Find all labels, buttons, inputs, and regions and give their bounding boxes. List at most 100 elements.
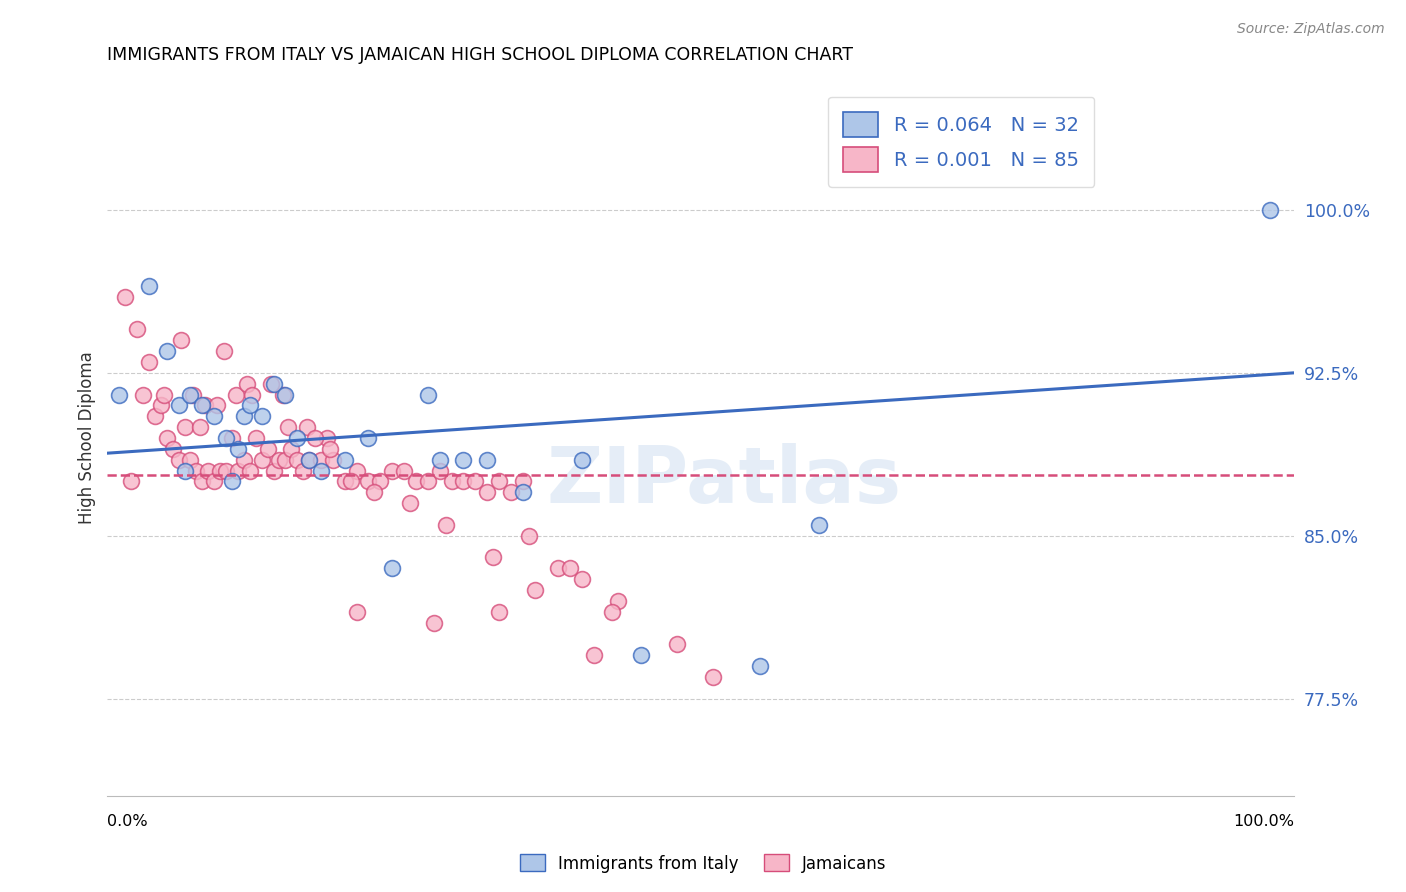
Point xyxy=(523,582,546,597)
Point xyxy=(316,431,339,445)
Point xyxy=(173,420,195,434)
Point xyxy=(280,442,302,456)
Point xyxy=(215,464,238,478)
Point xyxy=(274,387,297,401)
Point xyxy=(277,420,299,434)
Point xyxy=(167,452,190,467)
Point xyxy=(488,475,510,489)
Point xyxy=(319,442,342,456)
Point xyxy=(173,464,195,478)
Legend: R = 0.064   N = 32, R = 0.001   N = 85: R = 0.064 N = 32, R = 0.001 N = 85 xyxy=(828,96,1094,187)
Point xyxy=(162,442,184,456)
Point xyxy=(512,485,534,500)
Point xyxy=(186,464,208,478)
Point xyxy=(440,475,463,489)
Point xyxy=(405,475,427,489)
Point xyxy=(429,464,451,478)
Y-axis label: High School Diploma: High School Diploma xyxy=(79,351,96,524)
Point xyxy=(245,431,267,445)
Point xyxy=(215,431,238,445)
Point xyxy=(221,475,243,489)
Point xyxy=(560,561,582,575)
Point xyxy=(600,605,623,619)
Point xyxy=(179,387,201,401)
Point xyxy=(357,431,380,445)
Text: 0.0%: 0.0% xyxy=(107,814,148,829)
Point xyxy=(181,387,204,401)
Legend: Immigrants from Italy, Jamaicans: Immigrants from Italy, Jamaicans xyxy=(513,847,893,880)
Point xyxy=(475,452,498,467)
Point xyxy=(368,475,391,489)
Point xyxy=(333,475,356,489)
Point xyxy=(665,637,688,651)
Point xyxy=(260,376,283,391)
Point xyxy=(156,431,179,445)
Point xyxy=(808,517,831,532)
Point xyxy=(416,387,439,401)
Point xyxy=(322,452,344,467)
Point xyxy=(188,420,211,434)
Point xyxy=(346,605,368,619)
Text: IMMIGRANTS FROM ITALY VS JAMAICAN HIGH SCHOOL DIPLOMA CORRELATION CHART: IMMIGRANTS FROM ITALY VS JAMAICAN HIGH S… xyxy=(107,46,853,64)
Point xyxy=(702,670,724,684)
Point xyxy=(226,442,249,456)
Point xyxy=(240,387,263,401)
Point xyxy=(1260,202,1282,217)
Point xyxy=(167,398,190,412)
Point xyxy=(309,464,332,478)
Point xyxy=(221,431,243,445)
Point xyxy=(149,398,172,412)
Point xyxy=(333,452,356,467)
Point xyxy=(202,409,225,424)
Text: 100.0%: 100.0% xyxy=(1233,814,1294,829)
Point xyxy=(357,475,380,489)
Point xyxy=(191,398,214,412)
Point xyxy=(153,387,176,401)
Point xyxy=(285,431,308,445)
Point xyxy=(250,409,273,424)
Point xyxy=(292,464,315,478)
Point xyxy=(250,452,273,467)
Point xyxy=(269,452,291,467)
Point xyxy=(630,648,652,662)
Point xyxy=(263,464,285,478)
Point xyxy=(263,376,285,391)
Point xyxy=(143,409,166,424)
Point xyxy=(156,344,179,359)
Point xyxy=(749,659,772,673)
Point xyxy=(339,475,361,489)
Text: ZIPatlas: ZIPatlas xyxy=(547,443,903,519)
Point xyxy=(429,452,451,467)
Point xyxy=(138,279,160,293)
Point xyxy=(381,561,404,575)
Point xyxy=(225,387,247,401)
Point xyxy=(239,398,262,412)
Point xyxy=(239,464,262,478)
Point xyxy=(285,452,308,467)
Point xyxy=(381,464,404,478)
Point xyxy=(170,333,193,347)
Point xyxy=(304,431,326,445)
Point xyxy=(226,464,249,478)
Point xyxy=(138,355,160,369)
Point xyxy=(194,398,217,412)
Point xyxy=(232,452,254,467)
Point xyxy=(205,398,228,412)
Point xyxy=(488,605,510,619)
Point xyxy=(209,464,232,478)
Point xyxy=(132,387,155,401)
Point xyxy=(399,496,422,510)
Point xyxy=(298,452,321,467)
Point xyxy=(271,387,294,401)
Point xyxy=(197,464,219,478)
Point xyxy=(512,475,534,489)
Point xyxy=(464,475,486,489)
Point xyxy=(363,485,385,500)
Point xyxy=(547,561,569,575)
Point xyxy=(125,322,148,336)
Point xyxy=(202,475,225,489)
Point xyxy=(298,452,321,467)
Point xyxy=(606,594,628,608)
Point xyxy=(453,452,475,467)
Point xyxy=(179,452,201,467)
